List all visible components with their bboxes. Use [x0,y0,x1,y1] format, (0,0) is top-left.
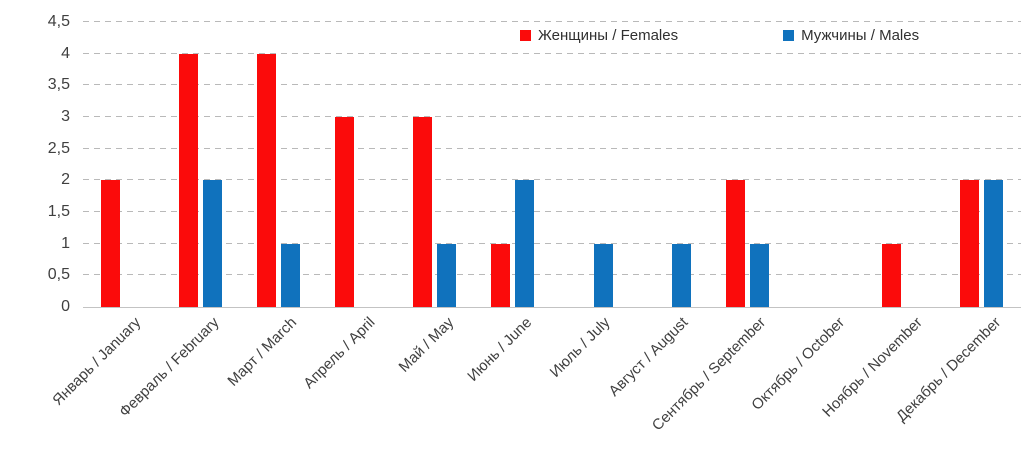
gridline [83,274,1021,276]
y-axis-label: 4 [61,44,70,62]
y-axis-label: 3,5 [47,76,70,94]
y-axis-label: 2 [61,171,70,189]
x-axis-label: Апрель / April [300,314,379,393]
legend-item-females: Женщины / Females [520,27,678,44]
category-group [239,22,317,307]
gridline [83,242,1021,244]
bar-males [749,243,769,307]
bar-males [671,243,691,307]
x-axis-label: Март / March [224,314,301,390]
y-axis-label: 0,5 [47,266,70,284]
category-group [161,22,239,307]
gridline [83,84,1021,86]
category-group [943,22,1021,307]
bar-females [335,117,355,307]
category-group [552,22,630,307]
bar-females [100,180,120,307]
females-legend-label: Женщины / Females [538,27,679,44]
category-group [318,22,396,307]
x-axis-label: Май / May [395,314,457,376]
bar-males [437,243,457,307]
y-axis-label: 3 [61,108,70,125]
bar-females [178,53,198,307]
legend: Женщины / Females Мужчины / Males [520,27,919,44]
category-group [83,22,161,307]
bar-females [725,180,745,307]
x-axis-label: Июль / July [546,314,614,381]
bar-males [202,180,222,307]
y-axis-label: 1,5 [47,203,70,220]
y-axis-label: 0 [61,298,70,315]
males-legend-swatch-icon [783,30,795,41]
y-axis-label: 4,5 [47,13,70,30]
category-group [474,22,552,307]
bar-males [984,180,1004,307]
bar-females [491,243,511,307]
category-group [396,22,474,307]
bar-males [593,243,613,307]
gridline [83,116,1021,117]
bar-males [515,180,535,307]
bar-females [882,243,902,307]
y-axis-label: 1 [61,234,70,252]
bar-males [280,243,300,307]
bar-females [960,180,980,307]
plot-area [83,21,1021,308]
category-group [630,22,708,307]
bar-females [413,117,433,307]
gridline [83,21,1021,22]
legend-item-males: Мужчины / Males [783,27,919,44]
x-axis-label: Август / August [605,314,692,400]
x-axis-label: Июнь / June [464,314,535,385]
y-axis-label: 2,5 [47,139,70,157]
males-legend-label: Мужчины / Males [801,27,920,44]
category-group [708,22,786,307]
females-legend-swatch-icon [520,30,531,41]
category-group [865,22,943,307]
gridline [83,147,1021,149]
bar-females [256,53,276,307]
y-axis: 0 0,5 1 1,5 2 2,5 3 3,5 4 4,5 [0,0,70,464]
gridline [83,179,1021,181]
gridline [83,52,1021,54]
gridline [83,211,1021,212]
